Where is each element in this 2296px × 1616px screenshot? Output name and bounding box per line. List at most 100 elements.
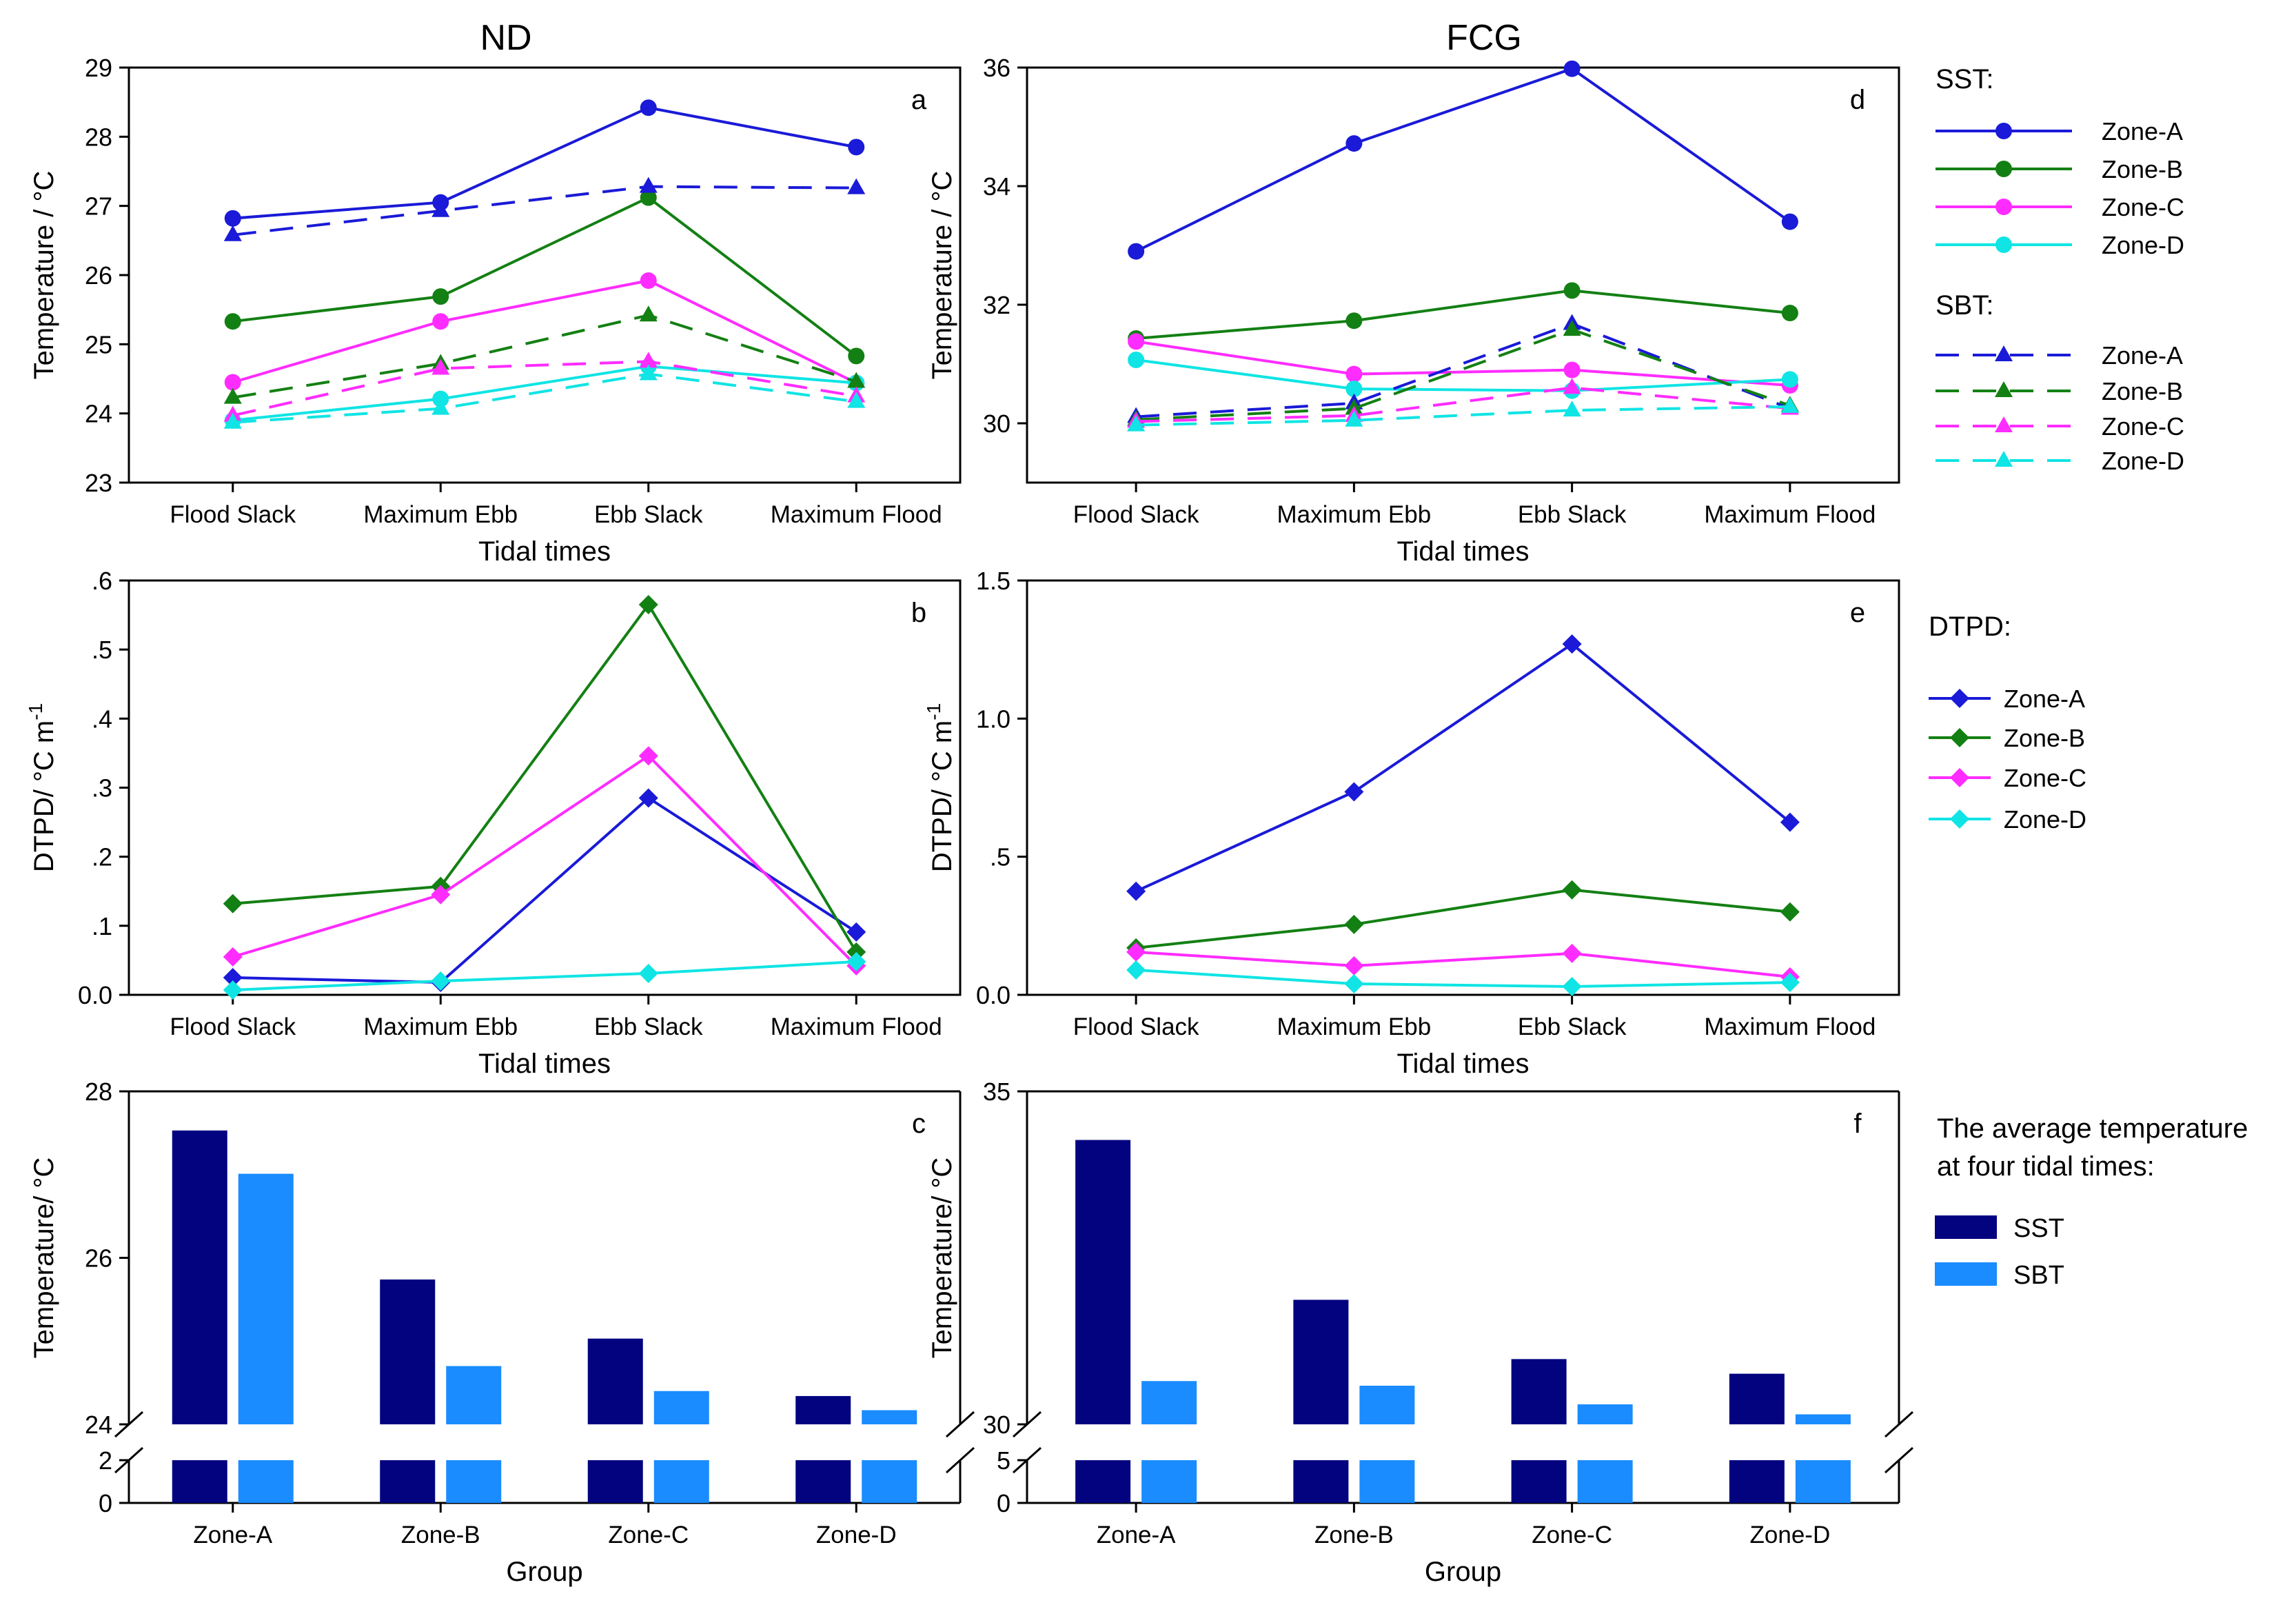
- panel-a-series-sbt-zone-c-line: [232, 360, 857, 417]
- panel-b-frame: [128, 579, 962, 996]
- panel-c-bar-sbt-zone-a-base: [238, 1460, 294, 1503]
- panel-a-x-axis-label: Tidal times: [478, 536, 611, 567]
- panel-b-series-dtpd-zone-d-point-maximum-ebb: [431, 971, 451, 991]
- panel-e-y-tick-label: 0.0: [976, 981, 1010, 1009]
- panel-a-y-tick-label: 26: [85, 261, 112, 290]
- panel-c-bar-sbt-zone-d-base: [862, 1460, 917, 1503]
- panel-c-bar-sst-zone-a: [172, 1130, 227, 1424]
- legend-sbt-zone-a-marker: [1995, 345, 2013, 361]
- panel-a-y-tick-label: 24: [85, 400, 112, 428]
- panel-a-series-sst-zone-b-line: [232, 196, 857, 357]
- panel-f-y-tick-label-lower: 0: [997, 1489, 1010, 1517]
- panel-f-bar-sbt-zone-b-base: [1359, 1460, 1415, 1503]
- panel-b-y-axis-label: DTPD/ °C m-1: [25, 703, 59, 872]
- panel-e-series-dtpd-zone-d-point-ebb-slack: [1562, 976, 1582, 996]
- panel-c-bar-sst-zone-a-base: [172, 1460, 227, 1503]
- panel-d-title: FCG: [1446, 18, 1522, 58]
- panel-a-x-tick-label-ebb-slack: Ebb Slack: [594, 501, 703, 528]
- panel-d-x-tick-label-maximum-flood: Maximum Flood: [1704, 501, 1876, 528]
- panel-d-series-sbt-zone-c-line: [1136, 386, 1791, 423]
- panel-b-series-dtpd-zone-b-point-flood-slack: [223, 893, 243, 913]
- panel-c-bar-sst-zone-b-base: [380, 1460, 436, 1503]
- panel-a-series-sst-zone-b-point-maximum-ebb: [432, 288, 449, 305]
- panel-a-series-sst-zone-a-point-maximum-flood: [848, 139, 865, 156]
- panel-b-series-dtpd-zone-d-point-maximum-flood: [846, 951, 866, 971]
- panel-d-series-sst-zone-a-point-maximum-flood: [1781, 213, 1798, 230]
- panel-a-series-sst-zone-c-point-maximum-ebb: [432, 313, 449, 330]
- panel-a-x-tick-label-flood-slack: Flood Slack: [170, 501, 296, 528]
- panel-e-series-dtpd-zone-a-line: [1135, 642, 1791, 893]
- panel-d-series-sst-zone-d-point-flood-slack: [1128, 351, 1145, 368]
- panel-e-series-dtpd-zone-d-point-flood-slack: [1126, 960, 1146, 980]
- panel-c-y-tick-label: 26: [85, 1244, 112, 1273]
- legend-sst-zone-a: Zone-A: [1936, 117, 2183, 145]
- panel-e-x-tick-label-maximum-ebb: Maximum Ebb: [1277, 1013, 1432, 1040]
- legend-dtpd-zone-a: Zone-A: [1929, 685, 2085, 713]
- panel-b-y-tick-label: .4: [92, 705, 112, 733]
- legend-average-title-line1: The average temperature: [1937, 1113, 2248, 1144]
- panel-c-axis-break-right-upper: [945, 1411, 975, 1438]
- legend-sbt-title: SBT:: [1936, 290, 1993, 321]
- panel-b-series-dtpd-zone-d-point-flood-slack: [223, 980, 243, 1000]
- legend-sbt-zone-d-marker: [1995, 451, 2013, 467]
- legend-dtpd-zone-a-marker: [1950, 689, 1969, 708]
- panel-f-x-tick-label-zone-a: Zone-A: [1097, 1522, 1176, 1548]
- panel-f-bar-sbt-zone-b: [1359, 1385, 1415, 1424]
- panel-a-series-sbt-zone-d-point-flood-slack: [223, 412, 242, 429]
- legend-sbt-zone-a: Zone-A: [1936, 341, 2183, 370]
- panel-e-letter: e: [1850, 598, 1865, 628]
- panel-a-x-tick-label-maximum-ebb: Maximum Ebb: [363, 501, 518, 528]
- panel-d-series-sst-zone-d-point-maximum-flood: [1781, 371, 1798, 388]
- panel-c-bar-sst-zone-c-base: [587, 1460, 643, 1503]
- panel-c-x-axis-label: Group: [506, 1557, 582, 1587]
- legend-sst-zone-d: Zone-D: [1936, 231, 2184, 259]
- panel-d-x-tick-label-flood-slack: Flood Slack: [1073, 501, 1199, 528]
- legend-sst-zone-c-label: Zone-C: [2102, 193, 2184, 221]
- panel-e-series-dtpd-zone-b-point-maximum-flood: [1780, 902, 1800, 922]
- panel-d-x-tick-label-maximum-ebb: Maximum Ebb: [1277, 501, 1432, 528]
- panel-e-series-dtpd-zone-a-point-maximum-flood: [1780, 812, 1800, 832]
- panel-a-series-sst-zone-c-point-ebb-slack: [640, 272, 657, 290]
- panel-c-letter: c: [912, 1109, 926, 1139]
- panel-e-series-dtpd-zone-a-point-maximum-ebb: [1344, 782, 1364, 802]
- panel-b-y-tick-label: .2: [92, 843, 112, 871]
- legend-sst-zone-c: Zone-C: [1936, 193, 2184, 221]
- legend-sbt-zone-b-marker: [1995, 381, 2013, 397]
- panel-d-y-tick-label: 34: [983, 172, 1010, 201]
- panel-f-bar-sst-zone-d-base: [1729, 1460, 1785, 1503]
- panel-d-series-sst-zone-b-line: [1135, 289, 1791, 340]
- panel-a-series-sbt-zone-a-point-maximum-flood: [847, 178, 866, 194]
- panel-a-series-sst-zone-c-line: [232, 279, 857, 385]
- legend-dtpd-zone-b: Zone-B: [1929, 724, 2085, 752]
- panel-f-y-axis-label: Temperature/ °C: [927, 1158, 957, 1359]
- panel-e-series-dtpd-zone-a-point-flood-slack: [1126, 881, 1146, 901]
- panel-a-series-sbt-zone-d-point-maximum-ebb: [431, 398, 450, 415]
- panel-f-bar-sst-zone-b-base: [1293, 1460, 1349, 1503]
- legend-dtpd-zone-d: Zone-D: [1929, 805, 2086, 834]
- panel-b-letter: b: [911, 598, 926, 628]
- panel-d-y-tick-label: 32: [983, 291, 1010, 319]
- panel-b-series-dtpd-zone-a-point-flood-slack: [223, 967, 243, 987]
- panel-b-series-dtpd-zone-a-point-ebb-slack: [638, 788, 658, 808]
- legend-sst-zone-b: Zone-B: [1936, 155, 2183, 183]
- panel-c-bar-sbt-zone-b-base: [446, 1460, 502, 1503]
- panel-a-series-sst-zone-a-point-flood-slack: [224, 210, 241, 227]
- panel-d-series-sst-zone-a-point-maximum-ebb: [1345, 135, 1363, 152]
- panel-f-axis-break-right-lower: [1884, 1446, 1914, 1474]
- panel-c-x-tick-label-zone-b: Zone-B: [401, 1522, 480, 1548]
- panel-e-series-dtpd-zone-a-point-ebb-slack: [1562, 634, 1582, 654]
- panel-b-nd-dtpd: b 0.0 .1 .2 .3 .4 .5 .6 Flood Slack Maximum Ebb Eb…: [25, 567, 962, 1079]
- legend-dtpd-zone-b-label: Zone-B: [2004, 724, 2085, 752]
- panel-a-series-sbt-zone-d-point-maximum-flood: [847, 392, 866, 408]
- legend-dtpd-zone-a-label: Zone-A: [2004, 685, 2085, 713]
- panel-b-series-dtpd-zone-c-point-flood-slack: [223, 947, 243, 967]
- panel-f-bar-sbt-zone-a-base: [1141, 1460, 1197, 1503]
- panel-f-bar-sst-zone-a-base: [1075, 1460, 1131, 1503]
- panel-c-bar-sbt-zone-d: [862, 1410, 917, 1424]
- panel-f-y-tick-label: 35: [983, 1078, 1010, 1106]
- panel-a-series-sbt-zone-b-point-flood-slack: [223, 387, 242, 404]
- panel-d-series-sbt-zone-a-line: [1135, 322, 1791, 418]
- panel-a-series-sbt-zone-a-point-ebb-slack: [639, 176, 658, 193]
- panel-a-y-tick-label: 29: [85, 54, 112, 82]
